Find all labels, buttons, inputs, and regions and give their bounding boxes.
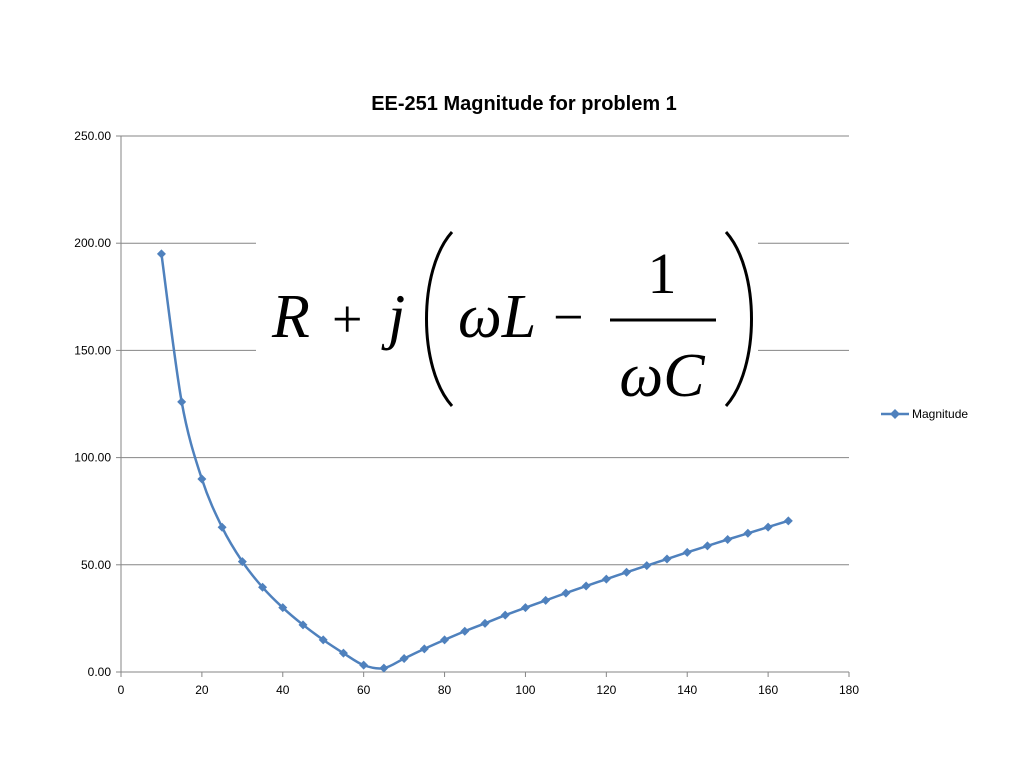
data-point-marker (743, 528, 753, 538)
x-tick-label: 120 (596, 683, 616, 697)
formula-annotation: R + j ωL − 1 ωC (271, 231, 753, 410)
legend: Magnitude (881, 407, 968, 421)
data-point-marker (601, 574, 611, 584)
data-point-marker (662, 554, 672, 564)
x-tick-label: 160 (758, 683, 778, 697)
series-magnitude-markers (156, 249, 793, 673)
data-point-marker (480, 618, 490, 628)
formula-omega-l: ωL (458, 283, 536, 351)
legend-swatch-marker (890, 409, 900, 419)
x-tick-label: 0 (118, 683, 125, 697)
data-point-marker (783, 516, 793, 526)
formula-left-paren (425, 231, 454, 407)
data-point-marker (217, 522, 227, 532)
x-tick-label: 100 (515, 683, 535, 697)
y-axis-ticks: 0.00 50.00 100.00 150.00 200.00 250.00 (74, 129, 121, 679)
formula-numerator: 1 (648, 241, 677, 306)
formula-denominator: ωC (619, 342, 705, 410)
data-point-marker (419, 644, 429, 654)
data-point-marker (197, 474, 207, 484)
data-point-marker (177, 397, 187, 407)
y-tick-label: 150.00 (74, 343, 111, 357)
formula-right-paren (724, 231, 753, 407)
chart-title: EE-251 Magnitude for problem 1 (371, 93, 677, 115)
data-point-marker (318, 635, 328, 645)
x-tick-label: 180 (839, 683, 859, 697)
formula-plus: + (332, 289, 362, 349)
data-point-marker (379, 663, 389, 673)
x-tick-label: 80 (438, 683, 452, 697)
x-tick-label: 140 (677, 683, 697, 697)
y-tick-label: 100.00 (74, 451, 111, 465)
formula-r: R (271, 283, 310, 351)
y-tick-label: 0.00 (88, 665, 112, 679)
x-tick-label: 40 (276, 683, 290, 697)
legend-label-magnitude: Magnitude (912, 407, 968, 421)
data-point-marker (763, 522, 773, 532)
y-tick-label: 250.00 (74, 129, 111, 143)
data-point-marker (460, 626, 470, 636)
data-point-marker (581, 581, 591, 591)
data-point-marker (723, 535, 733, 545)
data-point-marker (258, 582, 268, 592)
data-point-marker (440, 635, 450, 645)
data-point-marker (642, 561, 652, 571)
data-point-marker (156, 249, 166, 259)
x-tick-label: 20 (195, 683, 209, 697)
data-point-marker (520, 603, 530, 613)
data-point-marker (561, 588, 571, 598)
data-point-marker (338, 648, 348, 658)
data-point-marker (541, 595, 551, 605)
y-tick-label: 50.00 (81, 558, 111, 572)
x-axis-ticks: 0 20 40 60 80 100 120 140 160 180 (118, 672, 859, 697)
data-point-marker (278, 603, 288, 613)
data-point-marker (702, 541, 712, 551)
formula-minus: − (553, 287, 583, 347)
data-point-marker (298, 620, 308, 630)
axes (120, 136, 849, 673)
data-point-marker (682, 547, 692, 557)
data-point-marker (237, 557, 247, 567)
data-point-marker (359, 660, 369, 670)
data-point-marker (399, 653, 409, 663)
y-tick-label: 200.00 (74, 236, 111, 250)
data-point-marker (622, 567, 632, 577)
x-tick-label: 60 (357, 683, 371, 697)
data-point-marker (500, 610, 510, 620)
